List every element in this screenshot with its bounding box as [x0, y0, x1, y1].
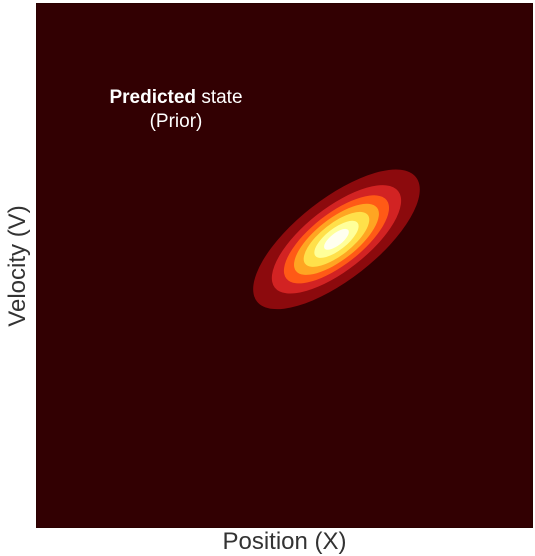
contour-peak	[324, 228, 349, 250]
annotation-line-2: (Prior)	[149, 111, 203, 132]
annotation-line-1: Predicted state	[36, 86, 316, 110]
contour-plot	[37, 4, 532, 527]
x-axis-label: Position (X)	[222, 528, 347, 555]
annotation-bold: Predicted	[109, 87, 197, 108]
annotation-rest: state	[196, 87, 243, 108]
y-axis-label: Velocity (V)	[4, 205, 31, 327]
plot-area	[36, 3, 533, 528]
prior-annotation: Predicted state (Prior)	[36, 86, 316, 134]
